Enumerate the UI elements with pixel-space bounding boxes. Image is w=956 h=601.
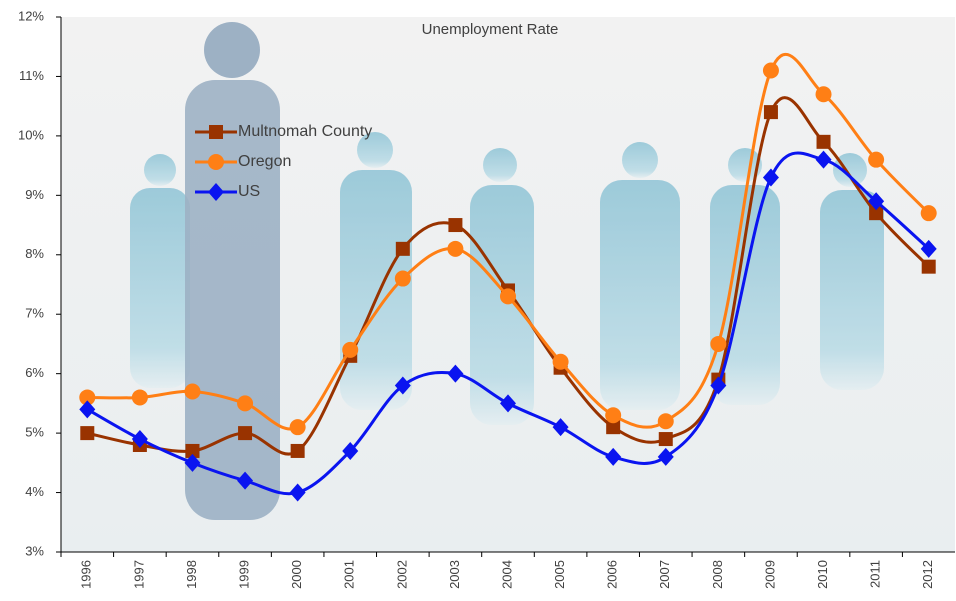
x-tick-label: 2007 [657, 560, 672, 589]
marker [657, 413, 674, 430]
marker [921, 259, 936, 274]
x-tick-label: 1996 [79, 560, 94, 589]
marker [289, 419, 306, 436]
marker [762, 62, 779, 79]
y-tick-label: 9% [25, 187, 44, 202]
y-tick-label: 7% [25, 306, 44, 321]
x-tick-label: 2001 [342, 560, 357, 589]
marker [815, 150, 832, 169]
legend-marker [208, 183, 224, 201]
marker [920, 239, 937, 258]
legend-label: US [238, 183, 260, 200]
y-tick-label: 12% [18, 8, 44, 23]
marker [552, 418, 569, 437]
x-tick-label: 2009 [762, 560, 777, 589]
y-tick-label: 6% [25, 365, 44, 380]
marker [658, 432, 673, 447]
marker [79, 389, 96, 406]
x-tick-label: 2010 [815, 560, 830, 589]
marker [868, 151, 885, 168]
x-tick-label: 2003 [447, 560, 462, 589]
y-tick-label: 10% [18, 127, 44, 142]
marker [762, 168, 779, 187]
marker [447, 240, 464, 257]
marker [131, 430, 148, 449]
x-tick-label: 2011 [868, 560, 883, 588]
y-tick-label: 3% [25, 543, 44, 558]
marker [184, 453, 201, 472]
y-tick-label: 5% [25, 425, 44, 440]
legend-label: Oregon [238, 153, 291, 170]
marker [394, 376, 411, 395]
x-tick-label: 2002 [394, 560, 409, 589]
x-tick-label: 2006 [605, 560, 620, 589]
marker [606, 420, 621, 435]
y-tick-label: 8% [25, 246, 44, 261]
x-tick-label: 2012 [920, 560, 935, 589]
x-tick-label: 2005 [552, 560, 567, 589]
x-tick-label: 1997 [131, 560, 146, 589]
marker [500, 394, 516, 413]
x-tick-label: 1999 [236, 560, 251, 589]
marker [920, 205, 937, 222]
x-tick-label: 2008 [710, 560, 725, 589]
x-tick-label: 2000 [289, 560, 304, 589]
marker [710, 376, 727, 395]
y-tick-label: 11% [19, 68, 44, 83]
marker [448, 218, 463, 233]
marker [131, 389, 148, 406]
marker [342, 441, 359, 460]
marker [816, 134, 831, 149]
marker [605, 407, 622, 424]
marker [710, 335, 727, 352]
marker [184, 383, 201, 400]
marker [395, 241, 410, 256]
marker [605, 447, 622, 466]
marker [342, 341, 359, 358]
x-tick-label: 1998 [184, 560, 199, 589]
series [79, 150, 937, 502]
marker [290, 443, 305, 458]
marker [238, 426, 253, 441]
legend-marker [208, 154, 224, 170]
marker [552, 353, 569, 370]
series [79, 53, 937, 436]
marker [657, 447, 674, 466]
x-tick-label: 2004 [499, 560, 514, 589]
marker [763, 105, 778, 120]
marker [869, 206, 884, 221]
marker [500, 288, 516, 305]
legend-marker [209, 125, 223, 139]
chart-title: Unemployment Rate [422, 21, 559, 38]
marker [868, 192, 885, 211]
marker [237, 471, 254, 490]
legend-label: Multnomah County [238, 123, 372, 140]
marker [447, 364, 464, 383]
marker [185, 443, 200, 458]
marker [815, 86, 832, 103]
marker [80, 426, 95, 441]
marker [289, 483, 306, 502]
marker [79, 400, 96, 419]
marker [237, 395, 254, 412]
marker [394, 270, 411, 287]
y-tick-label: 4% [25, 484, 44, 499]
